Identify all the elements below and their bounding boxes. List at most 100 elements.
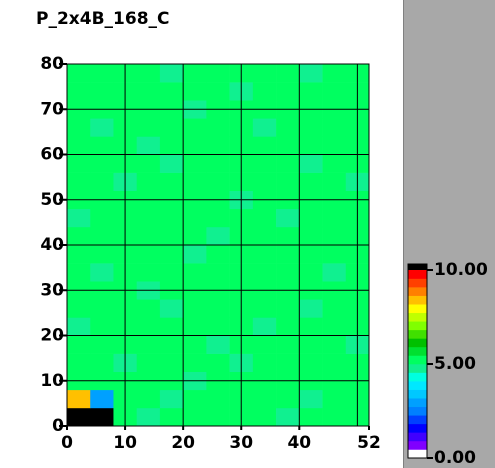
colorbar-segment xyxy=(408,304,427,314)
heatmap-cell xyxy=(90,263,114,282)
heatmap-cell xyxy=(67,407,91,427)
heatmap-cell xyxy=(299,118,323,137)
heatmap-cell xyxy=(276,335,300,354)
heatmap-cell xyxy=(183,118,207,137)
heatmap-cell xyxy=(276,245,300,264)
heatmap-cell xyxy=(159,64,184,83)
heatmap-cell xyxy=(183,82,207,101)
colorbar-segment xyxy=(408,278,427,288)
heatmap-cell xyxy=(206,64,230,83)
heatmap-cell xyxy=(299,82,323,101)
heatmap-cell xyxy=(252,245,277,264)
heatmap-cell xyxy=(90,317,114,336)
heatmap-cell xyxy=(159,82,184,101)
heatmap-cell xyxy=(299,335,323,354)
heatmap-cell xyxy=(252,172,277,191)
heatmap-cell xyxy=(159,353,184,372)
colorbar-segment xyxy=(408,270,427,279)
heatmap-cell xyxy=(159,172,184,191)
heatmap-cell xyxy=(67,299,91,318)
heatmap-cell xyxy=(206,136,230,155)
chart-title: P_2x4B_168_C xyxy=(36,9,170,29)
heatmap-cell xyxy=(299,136,323,155)
colorbar-segment xyxy=(408,415,427,425)
heatmap-cell xyxy=(299,245,323,264)
heatmap-cell xyxy=(67,263,91,282)
heatmap-cell xyxy=(299,208,323,228)
x-tick-label: 52 xyxy=(357,433,381,453)
heatmap-cell xyxy=(252,353,277,372)
heatmap-cell xyxy=(67,335,91,354)
heatmap-cell xyxy=(67,82,91,101)
heatmap-cell xyxy=(67,154,91,173)
heatmap-cell xyxy=(183,299,207,318)
heatmap-cell xyxy=(67,208,91,228)
colorbar-segment xyxy=(408,287,427,296)
heatmap-cell xyxy=(183,407,207,427)
heatmap-cell xyxy=(67,245,91,264)
heatmap-cell xyxy=(322,136,347,155)
heatmap-cell xyxy=(299,172,323,191)
y-tick-label: 10 xyxy=(40,371,64,391)
heatmap-cell xyxy=(67,317,91,336)
heatmap-cell xyxy=(90,226,114,246)
heatmap-cell xyxy=(252,118,277,137)
heatmap-cell xyxy=(159,389,184,409)
heatmap-cell xyxy=(136,118,161,137)
heatmap-cell xyxy=(322,389,347,409)
heatmap-cell xyxy=(136,335,161,354)
heatmap-cell xyxy=(252,64,277,83)
heatmap-cell xyxy=(276,226,300,246)
heatmap-cell xyxy=(90,208,114,228)
colorbar-segment xyxy=(408,381,427,390)
heatmap-cell xyxy=(322,208,347,228)
heatmap-cell xyxy=(252,226,277,246)
y-tick-label: 60 xyxy=(40,145,64,165)
heatmap-cell xyxy=(90,136,114,155)
heatmap-cell xyxy=(299,263,323,282)
colorbar-segment xyxy=(408,321,427,331)
heatmap-cell xyxy=(252,299,277,318)
heatmap-cell xyxy=(67,64,91,83)
colorbar-segment xyxy=(408,295,427,305)
heatmap-cell xyxy=(90,299,114,318)
heatmap-cell xyxy=(90,118,114,137)
heatmap-cell xyxy=(252,407,277,427)
heatmap-cell xyxy=(299,317,323,336)
y-tick-label: 20 xyxy=(40,326,64,346)
plot-frame xyxy=(66,63,370,427)
colorbar-segment xyxy=(408,346,427,356)
heatmap-cell xyxy=(276,299,300,318)
heatmap-cell xyxy=(90,154,114,173)
axes: 0 10 20 30 40 50 60 70 80 0 10 20 30 40 52 10.00 5.00 0.0… xyxy=(40,54,488,468)
heatmap-cell xyxy=(136,136,161,155)
heatmap-cell xyxy=(159,208,184,228)
y-tick-label: 0 xyxy=(52,416,64,436)
heatmap-cell xyxy=(299,407,323,427)
colorbar-tick-label: 5.00 xyxy=(434,354,476,374)
heatmap-cell xyxy=(183,353,207,372)
heatmap-cell xyxy=(136,172,161,191)
heatmap-cell xyxy=(90,172,114,191)
heatmap-cell xyxy=(299,353,323,372)
heatmap-cell xyxy=(322,118,347,137)
heatmap-cell xyxy=(206,299,230,318)
heatmap-cell xyxy=(136,263,161,282)
x-tick-label: 30 xyxy=(229,433,253,453)
heatmap-cell xyxy=(299,299,323,318)
heatmap-cell xyxy=(183,317,207,336)
heatmap-cell xyxy=(322,226,347,246)
heatmap-cell xyxy=(206,226,230,246)
x-tick-label: 10 xyxy=(113,433,137,453)
heatmap-cell xyxy=(67,172,91,191)
heatmap-cell xyxy=(90,335,114,354)
heatmap-cell xyxy=(136,245,161,264)
heatmap-cell xyxy=(299,64,323,83)
heatmap-cell xyxy=(322,299,347,318)
heatmap-cell xyxy=(90,82,114,101)
colorbar-segment xyxy=(408,440,427,450)
heatmap-cell xyxy=(206,407,230,427)
colorbar-over xyxy=(408,264,427,270)
heatmap-cell xyxy=(159,136,184,155)
